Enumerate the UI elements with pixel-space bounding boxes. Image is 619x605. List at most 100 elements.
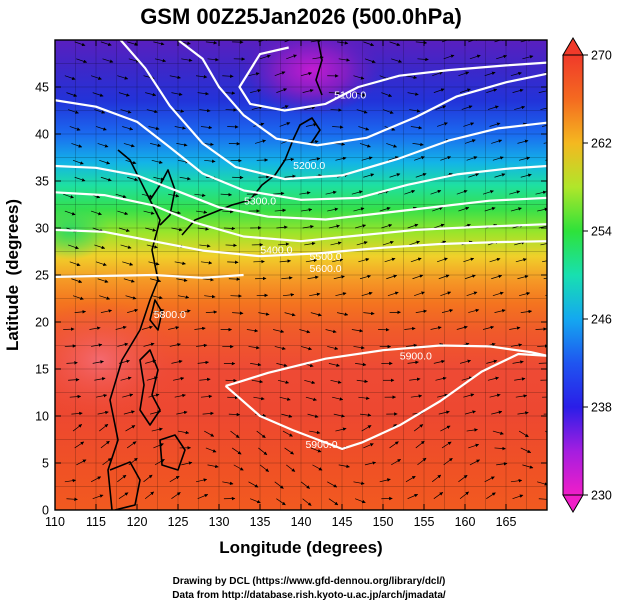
- wind-arrow: [115, 193, 127, 199]
- wind-arrow: [168, 326, 180, 330]
- wind-arrow: [248, 345, 260, 350]
- wind-arrow: [69, 126, 81, 131]
- wind-arrow: [258, 447, 268, 456]
- wind-arrow: [328, 363, 340, 367]
- coastlines: [107, 40, 323, 510]
- contour-5900: [224, 344, 547, 450]
- colorbar-tick-label: 262: [591, 137, 612, 151]
- coast-borneo: [109, 461, 141, 510]
- wind-arrow: [361, 156, 373, 161]
- wind-arrow: [353, 207, 365, 212]
- contour-label: 5500.0: [310, 251, 342, 263]
- wind-arrow: [143, 210, 155, 215]
- wind-arrow: [125, 425, 136, 432]
- wind-arrow: [223, 226, 236, 231]
- wind-arrow: [387, 156, 399, 161]
- wind-arrow: [412, 142, 424, 147]
- wind-arrow: [468, 173, 480, 178]
- wind-arrow: [438, 410, 450, 415]
- wind-arrow: [520, 309, 533, 314]
- wind-arrow: [286, 464, 296, 472]
- wind-arrow: [304, 241, 316, 246]
- wind-arrow: [74, 310, 86, 314]
- wind-arrow: [330, 241, 342, 246]
- wind-arrow: [335, 427, 347, 432]
- wind-arrow: [514, 105, 526, 110]
- wind-arrow: [273, 329, 285, 334]
- wind-arrow: [151, 427, 163, 432]
- wind-arrow: [307, 413, 319, 418]
- wind-arrow: [66, 497, 78, 501]
- wind-arrow: [459, 359, 472, 364]
- y-tick-label: 25: [35, 269, 49, 283]
- wind-arrow: [227, 260, 239, 264]
- wind-arrow: [102, 457, 112, 466]
- wind-arrow: [225, 243, 237, 248]
- wind-arrow: [123, 143, 135, 148]
- wind-arrow: [71, 143, 83, 148]
- wind-arrow: [461, 105, 473, 110]
- wind-arrow: [466, 156, 478, 161]
- wind-arrow: [207, 464, 219, 469]
- wind-arrow: [522, 464, 534, 469]
- coast-china: [107, 149, 161, 510]
- wind-arrow: [274, 208, 287, 213]
- wind-arrow: [364, 58, 376, 64]
- lat-lon-grid: [55, 40, 547, 510]
- wind-arrow: [543, 142, 547, 144]
- wind-arrow: [356, 241, 368, 246]
- wind-arrow: [389, 173, 401, 178]
- wind-arrow: [66, 92, 78, 97]
- wind-arrow: [456, 325, 468, 330]
- wind-arrow: [443, 457, 453, 466]
- wind-arrow: [496, 54, 508, 60]
- wind-arrow: [330, 379, 342, 384]
- wind-arrow: [176, 410, 188, 415]
- wind-arrow: [76, 58, 88, 64]
- wind-arrow: [363, 173, 375, 178]
- contour-5400: [55, 99, 547, 201]
- wind-arrow: [359, 413, 372, 417]
- x-tick-label: 120: [127, 515, 148, 529]
- wind-arrow: [195, 75, 208, 79]
- x-tick-label: 160: [455, 515, 476, 529]
- wind-arrow: [464, 139, 476, 144]
- wind-arrow: [304, 106, 316, 110]
- wind-arrow: [284, 174, 296, 179]
- wind-arrow: [122, 261, 134, 266]
- wind-arrow: [284, 447, 294, 455]
- wind-arrow: [546, 447, 547, 449]
- wind-arrow: [484, 207, 496, 212]
- colorbar-max-arrow: [562, 37, 584, 56]
- wind-arrow: [333, 275, 345, 280]
- wind-arrow: [353, 75, 365, 80]
- wind-arrow: [519, 291, 531, 297]
- wind-arrow: [64, 344, 77, 348]
- contour-label: 5900.0: [400, 351, 432, 363]
- contour-label: 5900.0: [305, 439, 337, 451]
- wind-arrow: [542, 260, 547, 263]
- wind-arrow: [122, 126, 134, 131]
- wind-arrow: [276, 88, 288, 93]
- wind-arrow: [407, 494, 419, 500]
- wind-arrow: [231, 447, 242, 455]
- wind-arrow: [94, 377, 106, 381]
- wind-arrow: [381, 223, 393, 229]
- wind-arrow: [181, 58, 193, 62]
- x-tick-label: 115: [86, 515, 106, 529]
- wind-arrow: [100, 41, 112, 46]
- wind-arrow: [173, 109, 185, 113]
- wind-arrow: [299, 191, 311, 195]
- wind-arrow: [381, 92, 393, 97]
- wind-arrow: [414, 156, 425, 161]
- wind-arrow: [358, 126, 370, 131]
- wind-arrow: [66, 361, 78, 365]
- wind-arrow: [195, 478, 208, 483]
- wind-arrow: [120, 109, 132, 114]
- wind-arrow: [440, 156, 452, 161]
- wind-arrow: [414, 291, 425, 297]
- wind-arrow: [171, 227, 183, 232]
- wind-arrow: [278, 242, 290, 246]
- wind-arrow: [148, 261, 160, 266]
- y-tick-label: 15: [35, 363, 49, 377]
